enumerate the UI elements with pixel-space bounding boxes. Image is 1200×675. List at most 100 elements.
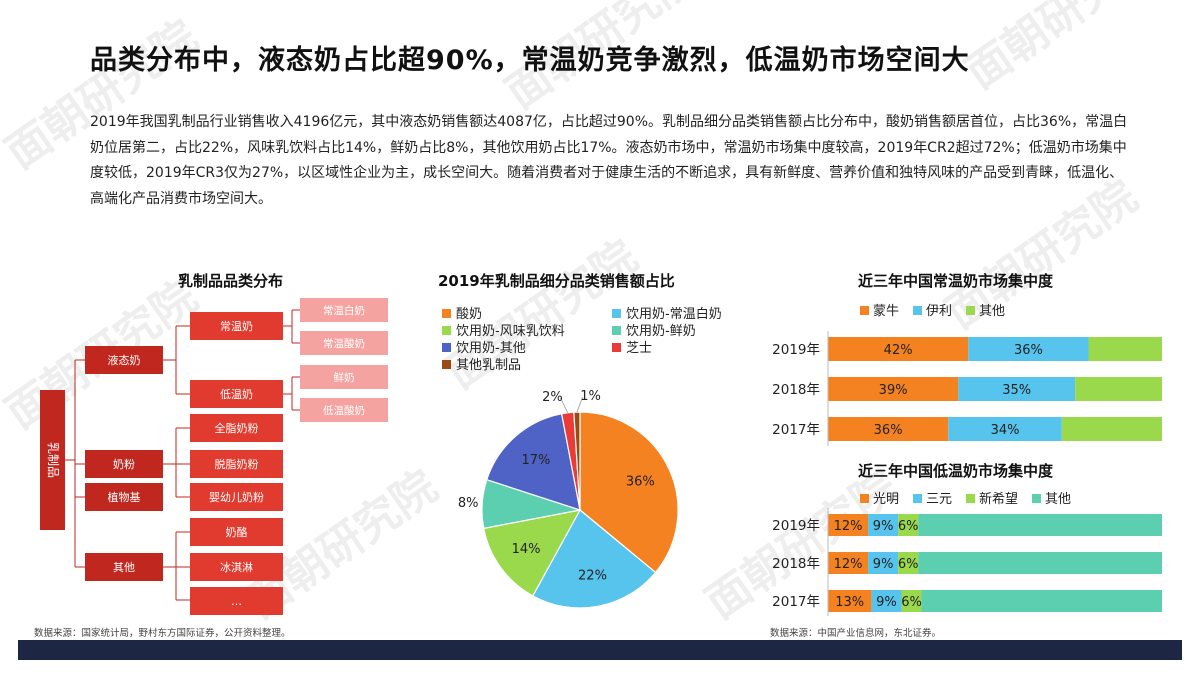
bar-category-label: 2019年 bbox=[772, 518, 820, 534]
pie-chart-title: 2019年乳制品细分品类销售额占比 bbox=[438, 272, 675, 290]
tree-node-plant-based bbox=[85, 483, 163, 511]
bar-segment bbox=[828, 590, 872, 612]
pie-legend-swatch bbox=[442, 360, 451, 369]
bar-segment bbox=[828, 417, 949, 441]
bar-legend-swatch bbox=[860, 306, 869, 315]
footer-bar bbox=[18, 640, 1182, 660]
bar-legend-swatch bbox=[913, 494, 922, 503]
bar-data-label: 13% bbox=[835, 595, 864, 610]
bar-data-label: 6% bbox=[898, 557, 919, 572]
pie-data-label: 36% bbox=[626, 475, 655, 490]
pie-legend-label: 饮用奶-风味乳饮料 bbox=[456, 324, 565, 339]
bar-data-label: 9% bbox=[876, 595, 897, 610]
pie-slice bbox=[486, 413, 581, 511]
bar-segment bbox=[958, 377, 1076, 401]
bar-segment bbox=[918, 552, 1162, 574]
tree-node-label: 液态奶 bbox=[108, 353, 141, 367]
pie-data-label: 2% bbox=[542, 390, 563, 405]
bar-category-label: 2018年 bbox=[772, 556, 820, 572]
bar-legend-swatch bbox=[860, 494, 869, 503]
pie-legend-label: 饮用奶-鲜奶 bbox=[626, 324, 696, 339]
pie-data-label: 14% bbox=[512, 542, 541, 557]
source-note-left: 数据来源：国家统计局，野村东方国际证券，公开资料整理。 bbox=[34, 628, 291, 639]
bar-segment bbox=[901, 590, 922, 612]
tree-node-other bbox=[85, 553, 163, 581]
tree-node-ambient-milk bbox=[190, 312, 283, 340]
tree-node-milk-powder bbox=[85, 450, 163, 478]
bar-data-label: 39% bbox=[879, 383, 908, 398]
tree-node-fresh-milk bbox=[300, 365, 388, 389]
bar-data-label: 6% bbox=[898, 519, 919, 534]
page-title: 品类分布中，液态奶占比超90%，常温奶竞争激烈，低温奶市场空间大 bbox=[90, 45, 970, 76]
bar-segment bbox=[828, 337, 969, 361]
intro-paragraph: 2019年我国乳制品行业销售收入4196亿元，其中液态奶销售额达4087亿，占比… bbox=[90, 114, 1128, 207]
pie-data-label: 17% bbox=[521, 453, 550, 468]
pie-slice bbox=[531, 509, 657, 609]
bar-segment bbox=[918, 514, 1162, 536]
pie-leader-line bbox=[560, 397, 569, 413]
bar-legend-label: 伊利 bbox=[926, 304, 952, 319]
bar-data-label: 36% bbox=[874, 423, 903, 438]
watermark-text: 面朝研究院 bbox=[957, 0, 1166, 99]
tree-connectors bbox=[65, 309, 300, 601]
bar-data-label: 35% bbox=[1002, 383, 1031, 398]
pie-legend-label: 其他乳制品 bbox=[456, 358, 521, 373]
tree-node-ambient-yogurt bbox=[300, 331, 388, 355]
bar-category-label: 2019年 bbox=[772, 342, 820, 358]
tree-node-label: 脱脂奶粉 bbox=[215, 457, 259, 471]
pie-legend-swatch bbox=[442, 343, 451, 352]
bar-legend-label: 其他 bbox=[1045, 492, 1071, 507]
bar-legend-label: 新希望 bbox=[979, 491, 1018, 507]
tree-node-label: 低温奶 bbox=[220, 387, 253, 401]
bar-data-label: 12% bbox=[834, 557, 863, 572]
tree-node-ambient-white-milk bbox=[300, 298, 388, 322]
tree-root-label: 乳制品 bbox=[46, 442, 60, 478]
pie-legend-label: 酸奶 bbox=[456, 307, 482, 322]
bar-segment bbox=[1061, 417, 1162, 441]
tree-node-liquid-milk bbox=[85, 346, 163, 374]
source-note-right: 数据来源：中国产业信息网，东北证券。 bbox=[770, 628, 942, 639]
ambient-milk-bar-chart: 蒙牛 伊利 其他 2019年 42% 36% 2018年 39% 35% 2017年 36% 34% bbox=[772, 304, 1162, 446]
bar-segment bbox=[868, 552, 899, 574]
bar-data-label: 9% bbox=[873, 557, 894, 572]
bar-legend-label: 其他 bbox=[979, 304, 1005, 319]
bar-segment bbox=[828, 514, 869, 536]
bar-segment bbox=[868, 514, 899, 536]
pie-leader-line bbox=[576, 396, 583, 413]
pie-legend-swatch bbox=[442, 309, 451, 318]
bar-data-label: 6% bbox=[901, 595, 922, 610]
pie-legend-swatch bbox=[612, 309, 621, 318]
tree-node-cheese bbox=[190, 518, 283, 546]
bar-category-label: 2017年 bbox=[772, 422, 820, 438]
tree-node-label: 其他 bbox=[113, 561, 135, 574]
bar-segment bbox=[898, 552, 919, 574]
bar-category-label: 2018年 bbox=[772, 382, 820, 398]
bar-data-label: 34% bbox=[991, 423, 1020, 438]
bar-segment bbox=[871, 590, 902, 612]
bar-segment bbox=[1088, 337, 1162, 361]
bar-segment bbox=[948, 417, 1062, 441]
pie-slice bbox=[483, 509, 582, 597]
pie-legend-label: 饮用奶-常温白奶 bbox=[626, 306, 722, 322]
bar-data-label: 36% bbox=[1014, 343, 1043, 358]
bar-legend-label: 光明 bbox=[873, 492, 899, 507]
pie-legend-swatch bbox=[442, 326, 451, 335]
bar-legend-label: 三元 bbox=[926, 492, 952, 507]
tree-node-label: 婴幼儿奶粉 bbox=[209, 490, 264, 504]
tree-node-label: 植物基 bbox=[108, 490, 141, 504]
bar-category-label: 2017年 bbox=[772, 594, 820, 610]
bar-legend-swatch bbox=[966, 306, 975, 315]
chilled-chart-title: 近三年中国低温奶市场集中度 bbox=[858, 462, 1054, 480]
bar-segment bbox=[1075, 377, 1162, 401]
bar-legend-swatch bbox=[1032, 494, 1041, 503]
pie-legend-label: 芝士 bbox=[626, 340, 652, 356]
pie-slice bbox=[579, 411, 679, 574]
tree-node-skim-milk-powder bbox=[190, 450, 283, 478]
bar-segment bbox=[828, 377, 959, 401]
ambient-chart-title: 近三年中国常温奶市场集中度 bbox=[858, 272, 1054, 290]
tree-node-label: 常温酸奶 bbox=[323, 337, 365, 350]
tree-title: 乳制品品类分布 bbox=[178, 272, 284, 290]
bar-segment bbox=[968, 337, 1089, 361]
pie-data-label: 8% bbox=[458, 496, 479, 511]
